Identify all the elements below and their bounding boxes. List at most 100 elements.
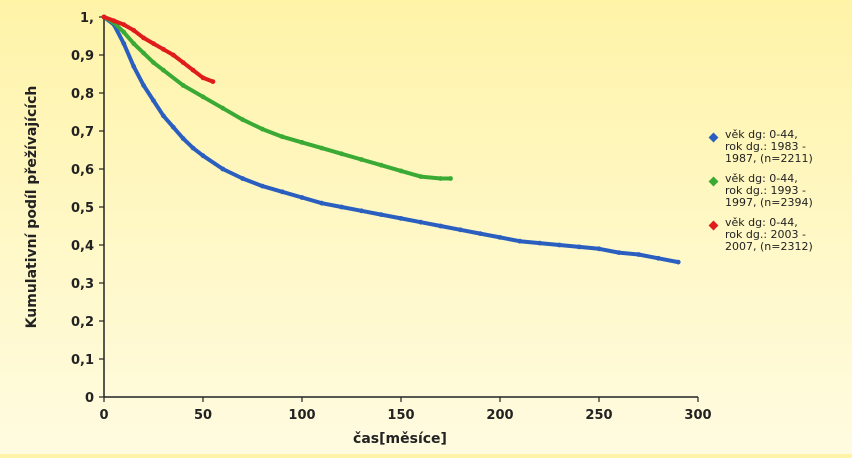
legend-item: věk dg: 0-44,rok dg.: 2003 -2007, (n=231… [708,216,813,253]
data-point [497,235,503,240]
data-point [121,41,127,46]
data-point [359,208,364,214]
x-tick-label: 200 [486,408,513,423]
legend-item: věk dg: 0-44,rok dg.: 1993 -1997, (n=239… [708,172,813,209]
legend-item: věk dg: 0-44,rok dg.: 1983 -1987, (n=221… [708,128,813,165]
data-point [141,50,147,56]
series-3 [101,14,216,84]
data-point [180,83,186,88]
data-point [616,250,622,256]
data-point [220,105,226,111]
series-2 [101,14,453,181]
data-point [477,231,483,237]
data-point [170,52,176,58]
x-tick-label: 150 [387,408,414,423]
legend-label: 1987, (n=2211) [725,152,813,165]
legend-label: věk dg: 0-44, [725,128,798,141]
data-point [161,67,166,73]
data-point [438,223,443,229]
data-point [299,140,305,145]
legend: věk dg: 0-44,rok dg.: 1983 -1987, (n=221… [708,128,813,253]
data-point [339,151,344,157]
data-point [161,113,166,119]
data-point [190,145,196,151]
legend-label: 1997, (n=2394) [725,196,813,209]
data-point [576,244,582,250]
legend-marker [708,132,719,143]
x-tick-label: 50 [194,408,212,423]
data-point [101,14,107,20]
y-tick-label: 0,5 [71,201,94,216]
data-point [378,212,384,218]
data-point [359,157,364,162]
data-point [398,216,404,221]
legend-marker [708,220,719,231]
y-tick-label: 0,7 [71,125,94,140]
data-point [378,162,384,168]
y-tick-label: 0,9 [71,49,94,64]
data-point [210,79,216,84]
y-tick-label: 0,6 [71,163,94,178]
data-point [438,176,443,181]
data-point [517,238,523,244]
data-point [299,195,305,200]
y-tick-label: 0,3 [71,277,94,292]
data-point [636,252,641,257]
y-axis-label: Kumulativní podíl přežívajících [24,86,40,329]
data-point [240,176,246,181]
data-point [200,75,206,81]
data-point [200,153,206,159]
data-point [537,240,542,246]
x-axis-label: čas[měsíce] [353,431,447,447]
data-point [656,255,661,261]
series-line [102,15,681,265]
legend-label: rok dg.: 1983 - [725,140,806,153]
y-tick-label: 0 [85,391,94,406]
data-point [161,46,166,52]
data-point [180,60,186,65]
data-point [448,176,453,181]
data-point [131,64,137,69]
data-point [151,60,156,65]
data-point [141,35,147,41]
data-point [151,41,156,46]
data-point [279,189,285,195]
data-point [279,134,285,140]
data-point [339,204,344,210]
data-point [596,246,602,252]
y-tick-label: 0,4 [71,239,94,254]
data-point [190,67,196,73]
y-tick-label: 0,2 [71,315,94,330]
data-point [131,27,137,33]
data-point [458,227,463,233]
data-point [557,242,562,248]
legend-label: rok dg.: 1993 - [725,184,806,197]
legend-label: věk dg: 0-44, [725,172,798,185]
data-point [398,168,404,174]
data-point [131,41,137,46]
series-layer [101,14,681,265]
data-point [240,117,246,122]
data-point [151,98,156,103]
data-point [260,126,265,132]
data-point [319,145,325,151]
legend-label: věk dg: 0-44, [725,216,798,229]
data-point [319,200,325,206]
legend-label: 2007, (n=2312) [725,240,813,253]
data-point [170,124,176,130]
data-point [418,174,424,180]
legend-label: rok dg.: 2003 - [725,228,806,241]
x-tick-label: 250 [585,408,612,423]
data-point [260,183,265,189]
y-tick-label: 1, [80,11,94,26]
y-tick-label: 0,8 [71,87,94,102]
data-point [141,83,147,88]
x-tick-label: 100 [288,408,315,423]
data-point [121,22,127,27]
y-tick-label: 0,1 [71,353,94,368]
x-tick-label: 300 [684,408,711,423]
axes: 0 50 100 150 200 250 300 0 0,1 0,2 0,3 0,4 0,5 0,6 0,7… [71,11,712,423]
data-point [121,29,127,35]
